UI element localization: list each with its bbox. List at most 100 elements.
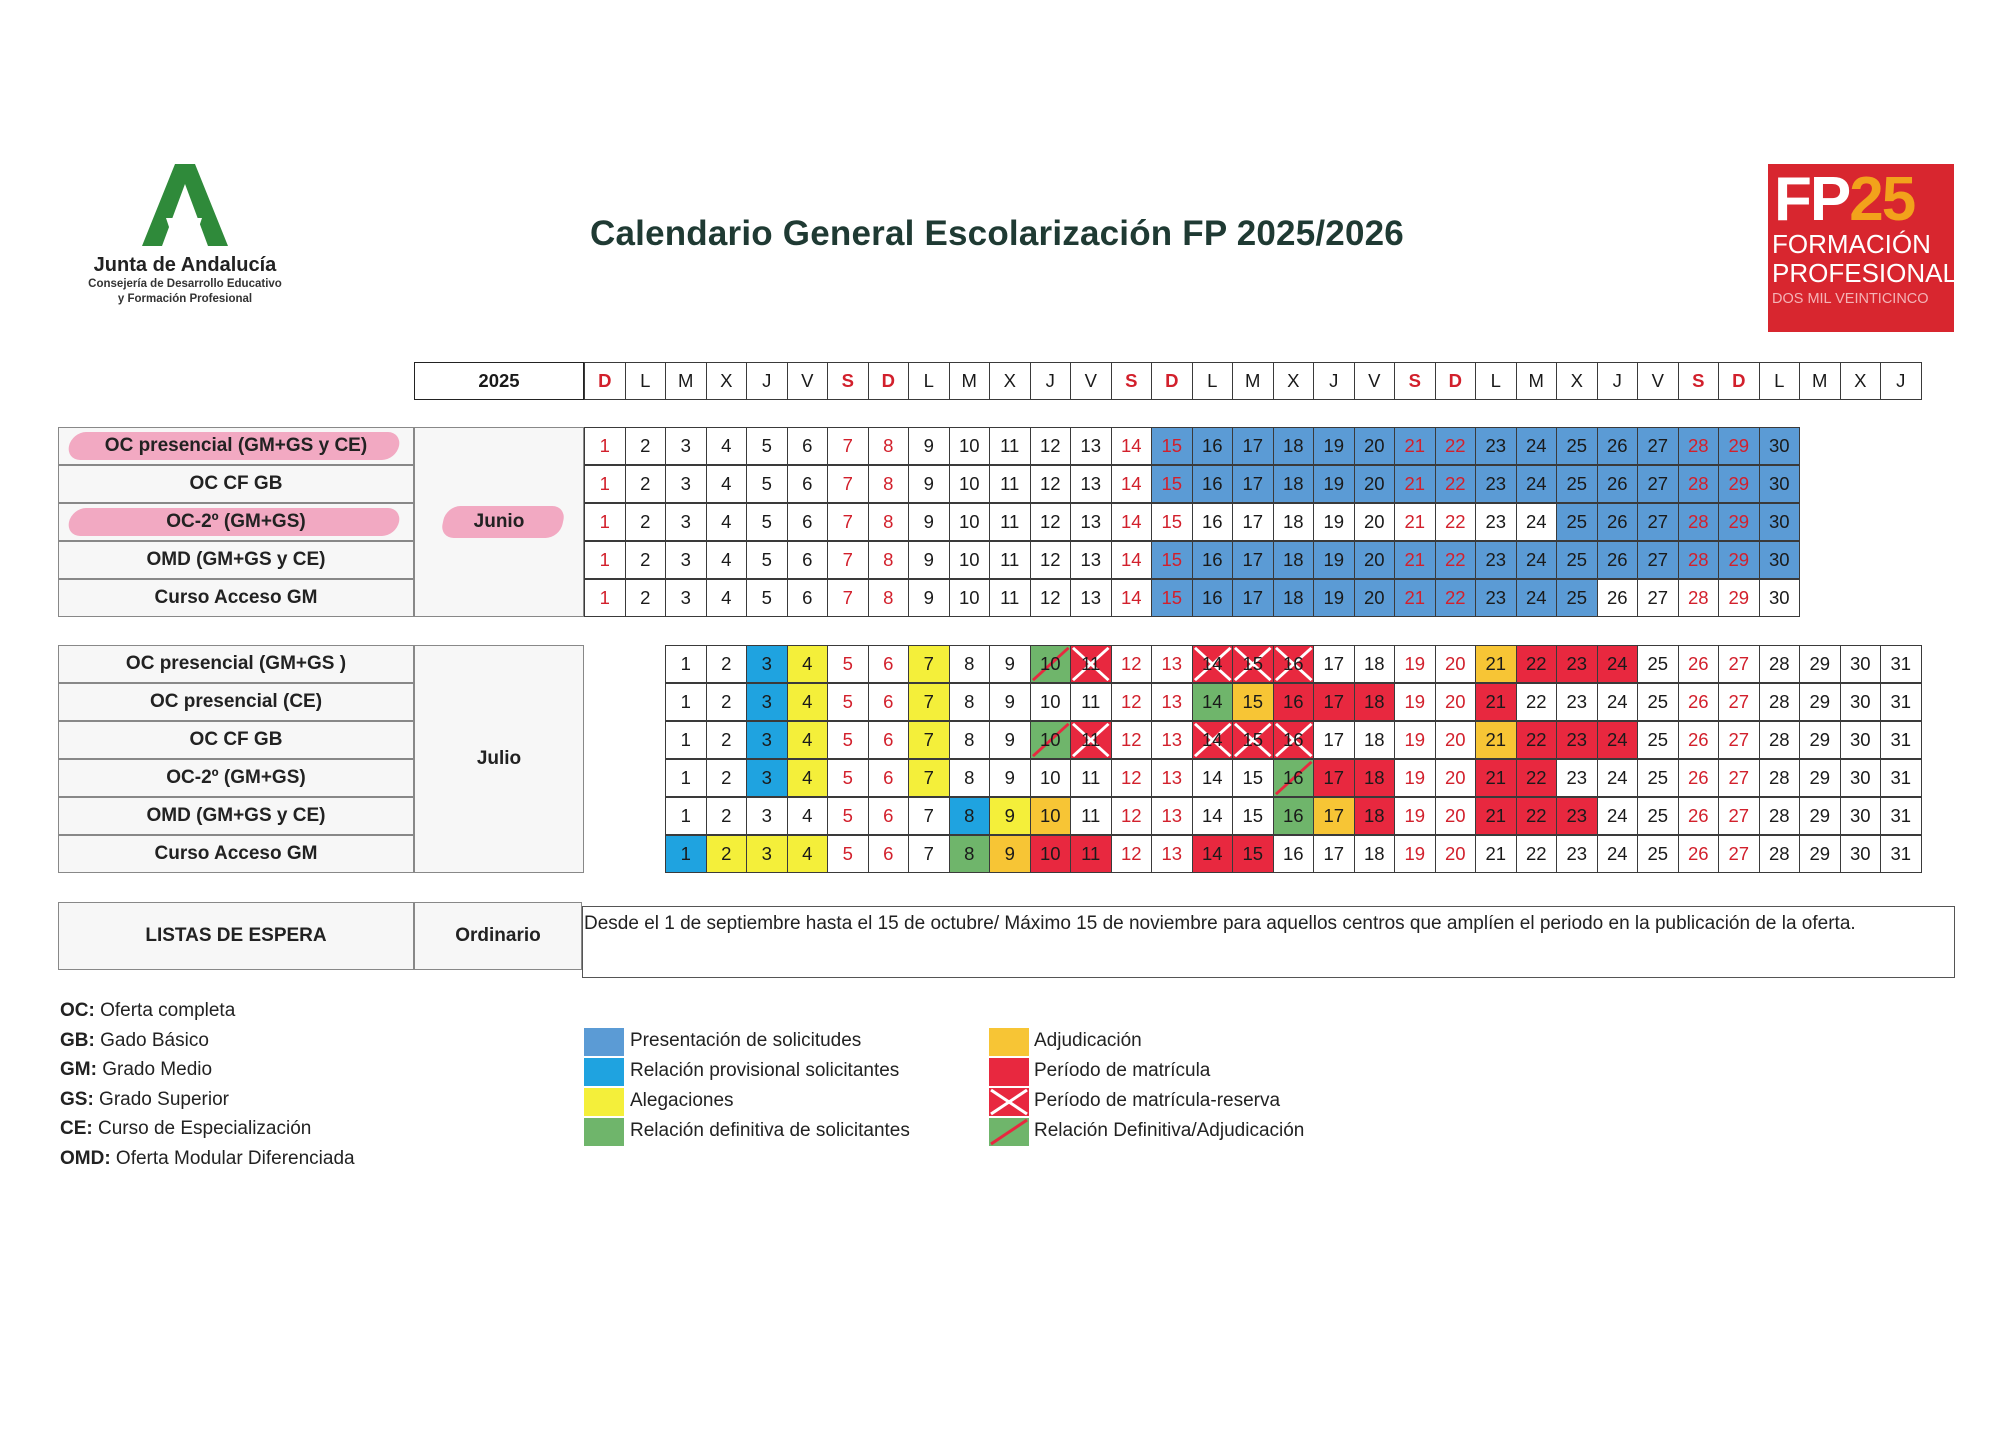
june-day-cell: 8 bbox=[867, 503, 909, 541]
july-day-cell: 15 bbox=[1232, 645, 1274, 683]
waiting-list-label: LISTAS DE ESPERA bbox=[58, 902, 414, 970]
july-day-cell: 4 bbox=[786, 759, 828, 797]
june-day-cell: 15 bbox=[1151, 541, 1193, 579]
july-day-cell: 19 bbox=[1394, 759, 1436, 797]
june-day-cell: 14 bbox=[1110, 579, 1152, 617]
july-day-cell: 8 bbox=[948, 683, 990, 721]
july-day-cell: 3 bbox=[746, 721, 788, 759]
july-day-cell: 30 bbox=[1839, 683, 1881, 721]
weekday-header-cell: X bbox=[1272, 362, 1314, 400]
june-day-cell: 21 bbox=[1394, 541, 1436, 579]
july-day-cell: 3 bbox=[746, 683, 788, 721]
july-day-cell: 5 bbox=[827, 835, 869, 873]
june-row-label: OC CF GB bbox=[58, 465, 414, 503]
weekday-header-cell: X bbox=[989, 362, 1031, 400]
july-day-cell: 24 bbox=[1596, 683, 1638, 721]
july-day-cell: 6 bbox=[867, 797, 909, 835]
july-day-cell: 28 bbox=[1758, 759, 1800, 797]
fp-logo-line-3: DOS MIL VEINTICINCO bbox=[1772, 291, 1929, 307]
june-day-cell: 28 bbox=[1677, 503, 1719, 541]
july-day-cell: 11 bbox=[1070, 797, 1112, 835]
july-day-cell: 21 bbox=[1475, 683, 1517, 721]
june-day-cell: 23 bbox=[1475, 465, 1517, 503]
june-day-cell: 10 bbox=[948, 541, 990, 579]
july-day-cell: 21 bbox=[1475, 835, 1517, 873]
july-day-cell: 14 bbox=[1191, 683, 1233, 721]
june-day-cell: 12 bbox=[1029, 579, 1071, 617]
june-day-cell: 23 bbox=[1475, 427, 1517, 465]
june-day-cell: 21 bbox=[1394, 465, 1436, 503]
june-day-cell: 25 bbox=[1556, 503, 1598, 541]
july-day-cell: 16 bbox=[1272, 797, 1314, 835]
june-day-cell: 30 bbox=[1758, 541, 1800, 579]
june-day-cell: 28 bbox=[1677, 427, 1719, 465]
june-day-cell: 24 bbox=[1515, 579, 1557, 617]
june-day-cell: 24 bbox=[1515, 541, 1557, 579]
june-day-cell: 16 bbox=[1191, 541, 1233, 579]
june-day-cell: 24 bbox=[1515, 427, 1557, 465]
june-day-cell: 30 bbox=[1758, 465, 1800, 503]
july-day-cell: 24 bbox=[1596, 645, 1638, 683]
july-day-cell: 13 bbox=[1151, 835, 1193, 873]
june-day-cell: 14 bbox=[1110, 465, 1152, 503]
june-day-cell: 7 bbox=[827, 503, 869, 541]
weekday-header-cell: X bbox=[1556, 362, 1598, 400]
weekday-header-cell: L bbox=[624, 362, 666, 400]
july-day-cell: 11 bbox=[1070, 835, 1112, 873]
july-day-cell: 31 bbox=[1880, 759, 1922, 797]
junta-a-icon bbox=[142, 164, 228, 246]
july-day-cell: 13 bbox=[1151, 759, 1193, 797]
june-day-cell: 19 bbox=[1313, 427, 1355, 465]
july-day-cell: 15 bbox=[1232, 721, 1274, 759]
june-day-cell: 8 bbox=[867, 541, 909, 579]
legend-label: Adjudicación bbox=[1034, 1030, 1142, 1051]
june-day-cell: 27 bbox=[1637, 541, 1679, 579]
year-header: 2025 bbox=[414, 362, 584, 400]
july-day-cell: 18 bbox=[1353, 797, 1395, 835]
july-day-cell: 14 bbox=[1191, 721, 1233, 759]
july-day-cell: 13 bbox=[1151, 683, 1193, 721]
july-day-cell: 17 bbox=[1313, 835, 1355, 873]
july-day-cell: 31 bbox=[1880, 835, 1922, 873]
june-day-cell: 5 bbox=[746, 541, 788, 579]
june-day-cell: 18 bbox=[1272, 465, 1314, 503]
june-day-cell: 6 bbox=[786, 427, 828, 465]
july-day-cell: 4 bbox=[786, 645, 828, 683]
june-day-cell: 14 bbox=[1110, 427, 1152, 465]
july-day-cell: 18 bbox=[1353, 759, 1395, 797]
july-day-cell: 19 bbox=[1394, 683, 1436, 721]
weekday-header-cell: D bbox=[867, 362, 909, 400]
weekday-header-cell: S bbox=[1677, 362, 1719, 400]
june-day-cell: 5 bbox=[746, 579, 788, 617]
legend-label: Período de matrícula bbox=[1034, 1060, 1211, 1081]
june-day-cell: 3 bbox=[665, 427, 707, 465]
july-day-cell: 20 bbox=[1434, 645, 1476, 683]
july-day-cell: 12 bbox=[1110, 759, 1152, 797]
june-month-label: Junio bbox=[414, 427, 584, 617]
weekday-header-cell: M bbox=[1515, 362, 1557, 400]
july-day-cell: 12 bbox=[1110, 721, 1152, 759]
july-day-cell: 24 bbox=[1596, 759, 1638, 797]
july-day-cell: 7 bbox=[908, 721, 950, 759]
june-day-cell: 19 bbox=[1313, 579, 1355, 617]
fp-logo-text: FP bbox=[1774, 165, 1851, 234]
july-day-cell: 22 bbox=[1515, 721, 1557, 759]
july-day-cell: 16 bbox=[1272, 683, 1314, 721]
july-day-cell: 27 bbox=[1718, 645, 1760, 683]
june-day-cell: 23 bbox=[1475, 579, 1517, 617]
june-day-cell: 11 bbox=[989, 541, 1031, 579]
june-day-cell: 24 bbox=[1515, 503, 1557, 541]
june-day-cell: 7 bbox=[827, 541, 869, 579]
july-day-cell: 23 bbox=[1556, 759, 1598, 797]
july-day-cell: 3 bbox=[746, 835, 788, 873]
june-day-cell: 2 bbox=[624, 541, 666, 579]
june-day-cell: 3 bbox=[665, 541, 707, 579]
july-day-cell: 28 bbox=[1758, 835, 1800, 873]
june-day-cell: 13 bbox=[1070, 465, 1112, 503]
june-day-cell: 30 bbox=[1758, 503, 1800, 541]
weekday-header-cell: V bbox=[1353, 362, 1395, 400]
june-day-cell: 19 bbox=[1313, 503, 1355, 541]
legend-label: Período de matrícula-reserva bbox=[1034, 1090, 1281, 1111]
july-day-cell: 13 bbox=[1151, 721, 1193, 759]
june-day-cell: 17 bbox=[1232, 465, 1274, 503]
